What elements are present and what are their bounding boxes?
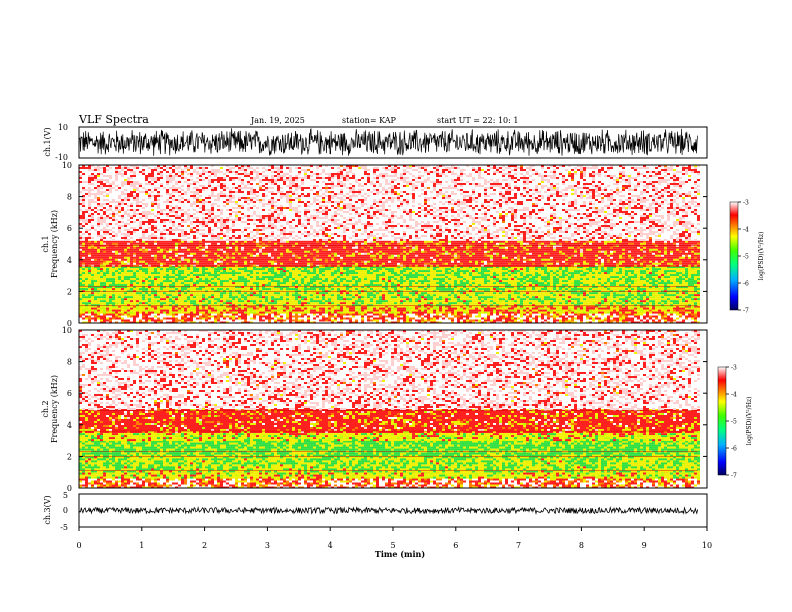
start-time-label: start UT = 22: 10: 1 — [437, 116, 518, 125]
ch1-freq-tick-label: 10 — [62, 161, 72, 170]
time-tick-label: 2 — [202, 541, 207, 550]
colorbar-tick-label: -3 — [743, 200, 749, 207]
ch2-colorbar-label: log(PSD)(V²/Hz) — [746, 397, 753, 446]
time-tick-label: 8 — [579, 541, 584, 550]
ch1-freq-tick-label: 2 — [67, 287, 72, 296]
ch2-ylabel-channel: ch.2 — [41, 400, 50, 417]
time-tick-label: 9 — [642, 541, 647, 550]
time-tick-label: 6 — [453, 541, 458, 550]
time-tick-label: 3 — [265, 541, 270, 550]
ch1-freq-tick-label: 4 — [67, 256, 72, 265]
time-tick-label: 1 — [139, 541, 144, 550]
time-axis-label: Time (min) — [375, 549, 425, 559]
ch2-freq-tick-label: 8 — [67, 358, 72, 367]
ch3-ytick-bottom: -5 — [60, 523, 68, 532]
ch2-freq-tick-label: 4 — [67, 421, 72, 430]
colorbar-tick-label: -5 — [731, 419, 737, 426]
ch1-waveform-panel: 10 -10 ch.1(V) — [43, 123, 707, 162]
ch1-freq-tick-label: 8 — [67, 193, 72, 202]
vlf-spectra-figure: VLF Spectra Jan. 19, 2025 station= KAP s… — [0, 0, 792, 612]
colorbar-tick-label: -4 — [731, 392, 737, 399]
ch3-ytick-top: 5 — [63, 491, 68, 500]
time-tick-label: 0 — [76, 541, 81, 550]
ch1-ylabel-frequency: Frequency (kHz) — [50, 210, 59, 278]
colorbar-tick-label: -5 — [743, 254, 749, 261]
ch1-freq-tick-label: 6 — [67, 224, 72, 233]
ch2-freq-tick-label: 10 — [62, 326, 72, 335]
ch3-waveform-panel: 5 0 -5 ch.3(V) 0 1 2 3 4 5 6 7 8 9 10 Time (min) — [43, 491, 712, 559]
ch1-colorbar: -3 -4 -5 -6 -7 log(PSD)(V²/Hz) — [730, 200, 765, 315]
colorbar-tick-label: -4 — [743, 227, 749, 234]
ch2-spectrogram-image — [79, 330, 707, 489]
ch2-ylabel-frequency: Frequency (kHz) — [50, 375, 59, 443]
figure-title: VLF Spectra — [78, 113, 149, 126]
time-axis-ticks: 0 1 2 3 4 5 6 7 8 9 10 — [76, 527, 712, 550]
date-label: Jan. 19, 2025 — [250, 116, 305, 125]
ch3-ylabel: ch.3(V) — [43, 495, 52, 524]
time-tick-label: 4 — [328, 541, 333, 550]
ch2-colorbar-ticks: -3 -4 -5 -6 -7 — [726, 365, 737, 480]
ch2-colorbar: -3 -4 -5 -6 -7 log(PSD)(V²/Hz) — [718, 365, 753, 480]
colorbar-tick-label: -3 — [731, 365, 737, 372]
colorbar-tick-label: -6 — [743, 281, 749, 288]
ch1-colorbar-ticks: -3 -4 -5 -6 -7 — [738, 200, 749, 315]
ch3-ytick-middle: 0 — [63, 506, 68, 515]
colorbar-tick-label: -7 — [731, 473, 737, 480]
colorbar-tick-label: -7 — [743, 308, 749, 315]
ch1-spectrogram-image — [79, 165, 707, 324]
time-tick-label: 10 — [702, 541, 712, 550]
ch1-colorbar-label: log(PSD)(V²/Hz) — [758, 232, 765, 281]
ch1-ylabel: ch.1(V) — [43, 127, 52, 156]
ch2-freq-tick-label: 2 — [67, 452, 72, 461]
ch2-freq-tick-label: 6 — [67, 389, 72, 398]
ch1-ytick-top: 10 — [58, 123, 68, 132]
station-label: station= KAP — [342, 116, 397, 125]
colorbar-tick-label: -6 — [731, 446, 737, 453]
ch1-ylabel-channel: ch.1 — [41, 235, 50, 252]
time-tick-label: 7 — [516, 541, 521, 550]
